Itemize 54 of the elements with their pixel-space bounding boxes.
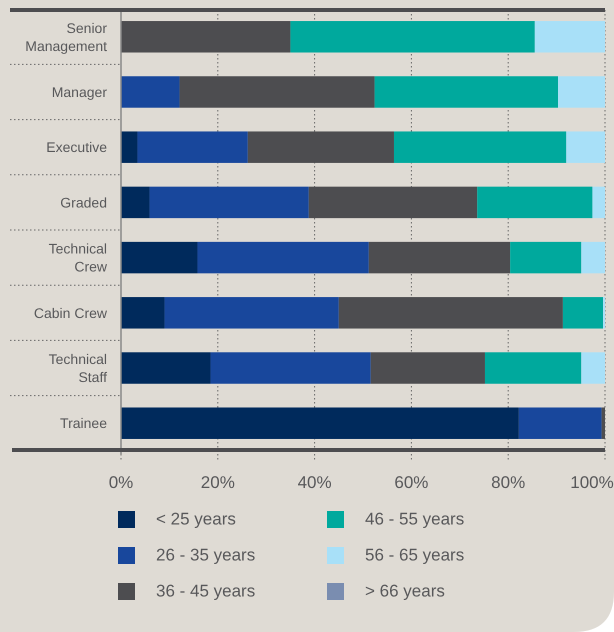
x-tick-label: 60% bbox=[394, 473, 428, 492]
bar bbox=[370, 352, 485, 384]
bar bbox=[374, 76, 558, 108]
y-tick-label: Trainee bbox=[60, 415, 108, 432]
y-tick-label: Technical Staff bbox=[48, 351, 108, 386]
bar bbox=[137, 131, 248, 163]
bar bbox=[484, 352, 582, 384]
bar bbox=[121, 131, 138, 163]
bar bbox=[562, 297, 604, 329]
legend-label: 46 - 55 years bbox=[365, 510, 464, 528]
bar bbox=[592, 186, 605, 218]
bar bbox=[248, 131, 394, 163]
bar bbox=[150, 186, 309, 218]
legend-label: > 66 years bbox=[365, 582, 445, 600]
bar bbox=[581, 242, 605, 274]
bar bbox=[180, 76, 375, 108]
bar bbox=[290, 21, 535, 53]
y-tick-label: Cabin Crew bbox=[34, 304, 108, 321]
bar bbox=[121, 76, 180, 108]
legend-label: 36 - 45 years bbox=[156, 582, 256, 600]
bar bbox=[121, 407, 519, 439]
x-tick-label: 80% bbox=[491, 473, 526, 492]
bar bbox=[308, 186, 478, 218]
bar bbox=[477, 186, 592, 218]
bar bbox=[394, 131, 566, 163]
bar bbox=[338, 297, 563, 329]
x-tick-label: 0% bbox=[108, 473, 134, 492]
y-tick-label: Graded bbox=[60, 194, 107, 210]
bar bbox=[581, 352, 605, 384]
bar bbox=[121, 352, 211, 384]
x-tick-label: 100% bbox=[570, 473, 614, 492]
y-tick-label: Manager bbox=[52, 84, 108, 100]
bar bbox=[164, 297, 339, 329]
bar bbox=[518, 407, 602, 439]
x-tick-label: 20% bbox=[200, 473, 235, 492]
bar bbox=[121, 186, 150, 218]
legend-label: 26 - 35 years bbox=[156, 546, 256, 564]
bar bbox=[210, 352, 371, 384]
bar bbox=[368, 242, 510, 274]
y-tick-label: Technical Crew bbox=[48, 240, 108, 275]
bar bbox=[121, 21, 290, 53]
bar bbox=[510, 242, 582, 274]
y-tick-label: Executive bbox=[46, 139, 108, 156]
legend-label: < 25 years bbox=[156, 510, 236, 528]
bar bbox=[534, 21, 605, 53]
bar bbox=[121, 297, 165, 329]
bar bbox=[197, 242, 369, 274]
y-tick-label: Senior Management bbox=[25, 20, 108, 54]
legend-label: 56 - 65 years bbox=[365, 546, 464, 564]
bar bbox=[602, 407, 605, 439]
bar bbox=[558, 76, 605, 108]
x-tick-label: 40% bbox=[298, 473, 332, 492]
bar bbox=[566, 131, 605, 163]
bar bbox=[121, 242, 198, 274]
